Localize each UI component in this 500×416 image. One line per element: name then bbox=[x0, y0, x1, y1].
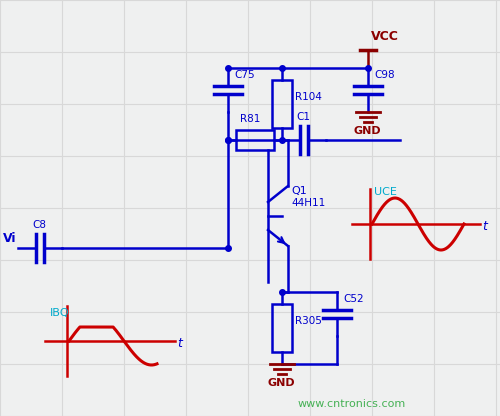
Text: Vi: Vi bbox=[3, 232, 16, 245]
Text: GND: GND bbox=[268, 378, 295, 388]
Text: C75: C75 bbox=[234, 70, 254, 80]
Bar bbox=[272, 304, 292, 352]
Text: C98: C98 bbox=[374, 70, 394, 80]
Text: R81: R81 bbox=[240, 114, 260, 124]
Text: Q1: Q1 bbox=[291, 186, 307, 196]
Text: GND: GND bbox=[354, 126, 382, 136]
Text: C52: C52 bbox=[343, 294, 363, 304]
Text: VCC: VCC bbox=[371, 30, 399, 43]
Text: t: t bbox=[482, 220, 487, 233]
Bar bbox=[272, 80, 292, 128]
Text: R305: R305 bbox=[295, 316, 322, 326]
Text: IBQ: IBQ bbox=[50, 308, 70, 318]
Text: C1: C1 bbox=[296, 112, 310, 122]
Text: www.cntronics.com: www.cntronics.com bbox=[298, 399, 406, 409]
Text: R104: R104 bbox=[295, 92, 322, 102]
Text: t: t bbox=[177, 337, 182, 350]
Text: UCE: UCE bbox=[374, 187, 397, 197]
Text: 44H11: 44H11 bbox=[291, 198, 325, 208]
Text: C8: C8 bbox=[32, 220, 46, 230]
Bar bbox=[236, 130, 274, 150]
